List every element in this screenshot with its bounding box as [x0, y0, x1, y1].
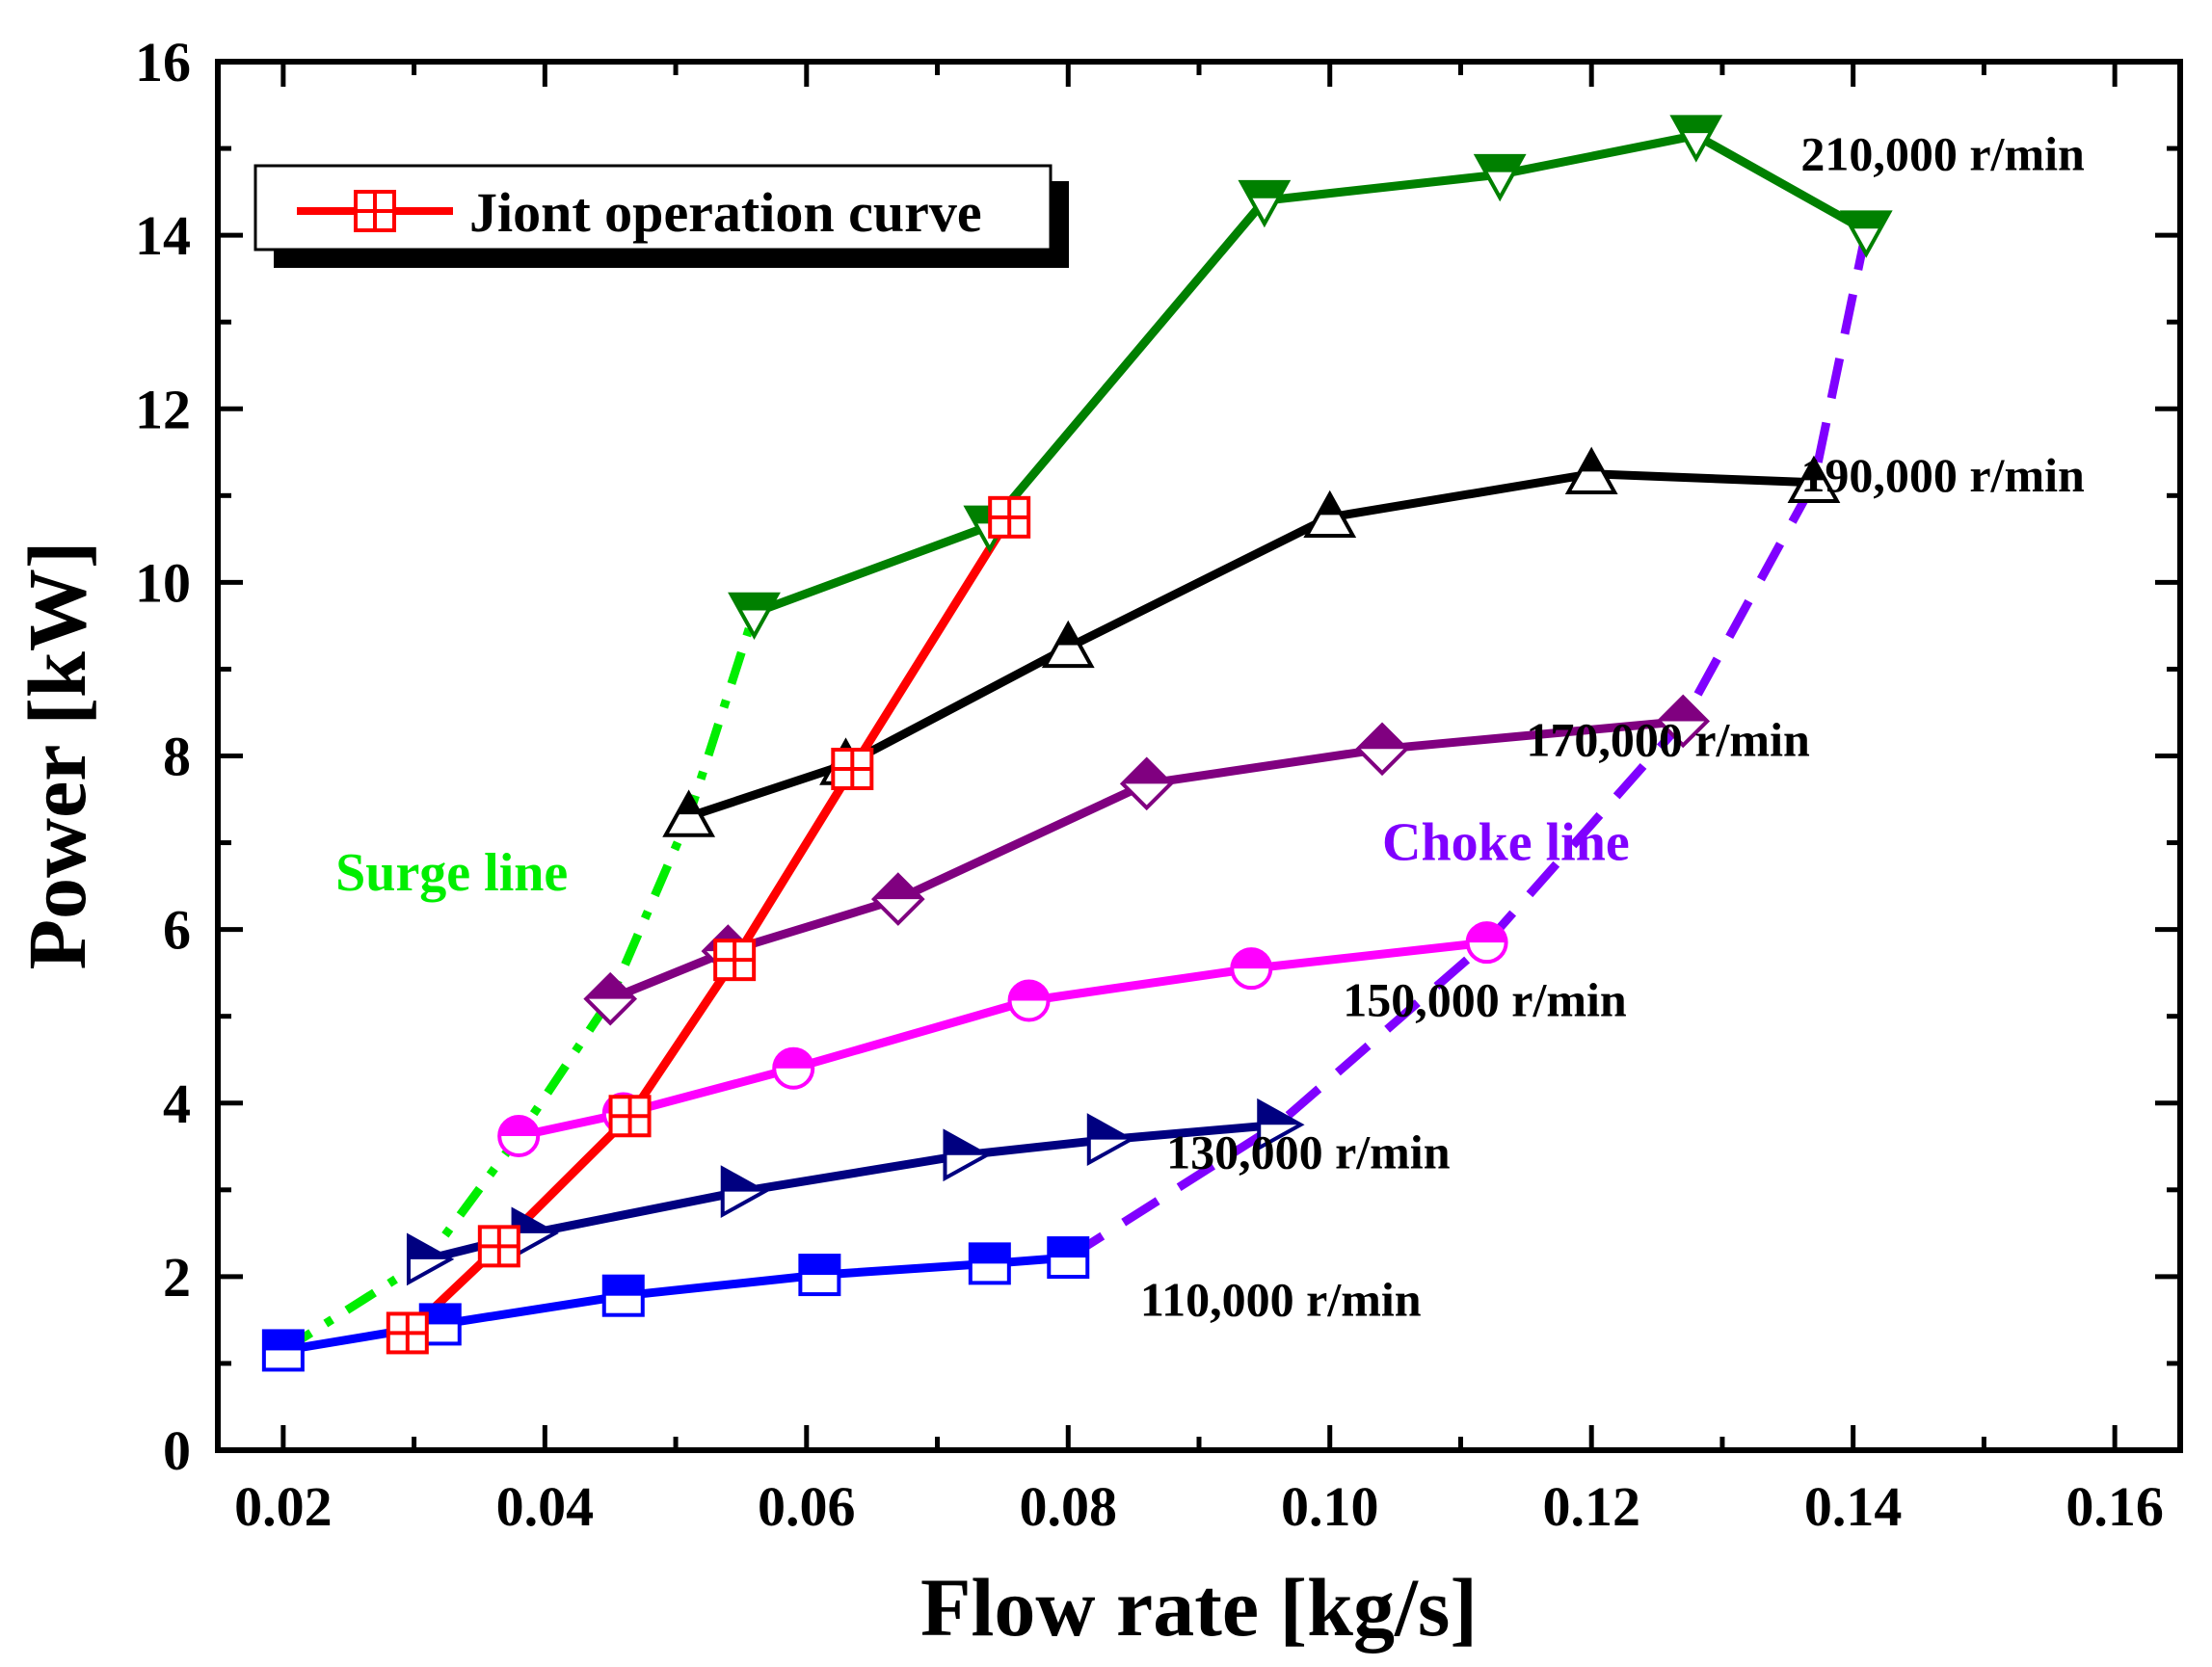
y-tick-label: 8 [163, 726, 191, 788]
series-markers [261, 115, 1893, 1372]
x-tick-label: 0.08 [1020, 1475, 1118, 1538]
legend-marker-symbol [354, 190, 396, 232]
annotation-110-000-r-min: 110,000 r/min [1140, 1272, 1422, 1326]
x-tick-label: 0.16 [2065, 1475, 2164, 1538]
x-tick-label: 0.10 [1281, 1475, 1379, 1538]
data-point-170-000-r-min [1355, 722, 1409, 777]
data-point-130-000-r-min [1086, 1113, 1135, 1166]
annotations: 110,000 r/min 130,000 r/min 150,000 r/min 1… [335, 127, 2085, 1327]
y-tick-label: 12 [135, 378, 191, 440]
data-point-150-000-r-min [1465, 921, 1508, 965]
series-line-choke-line [1065, 229, 1871, 1261]
data-point-jiont-operation-curve [608, 1095, 652, 1138]
x-tick-label: 0.02 [234, 1475, 333, 1538]
series-line-210-000-r-min [752, 131, 1869, 618]
data-point-130-000-r-min [943, 1128, 991, 1182]
data-point-170-000-r-min [1656, 694, 1711, 749]
series-line-170-000-r-min [608, 717, 1684, 1003]
legend-square-plus-marker [354, 190, 396, 232]
data-point-jiont-operation-curve [386, 1311, 429, 1355]
y-tick-label: 10 [135, 551, 191, 614]
data-point-210-000-r-min [728, 592, 781, 641]
y-axis-title: Power [kW] [11, 541, 103, 969]
annotation-choke-line: Choke line [1382, 813, 1630, 873]
data-point-190-000-r-min [662, 789, 716, 837]
data-point-190-000-r-min [1564, 446, 1618, 494]
series-line-surge-line [280, 611, 759, 1355]
data-point-110-000-r-min [601, 1274, 645, 1317]
annotation-surge-line: Surge line [335, 843, 568, 903]
data-point-jiont-operation-curve [988, 495, 1031, 539]
data-point-210-000-r-min [1473, 153, 1527, 202]
x-tick-label: 0.04 [496, 1475, 595, 1538]
annotation-190-000-r-min: 190,000 r/min [1800, 448, 2085, 502]
data-point-jiont-operation-curve [477, 1225, 520, 1268]
tick-labels: 0.02 0.04 0.06 0.08 0.10 0.12 0.14 0.16 0 2 4 6 8 10 1… [135, 31, 2164, 1538]
data-point-190-000-r-min [1787, 455, 1841, 504]
annotation-210-000-r-min: 210,000 r/min [1800, 127, 2085, 181]
data-point-190-000-r-min [1041, 620, 1095, 669]
y-tick-label: 6 [163, 899, 191, 962]
data-point-190-000-r-min [1303, 490, 1357, 539]
data-point-110-000-r-min [1047, 1236, 1090, 1280]
annotation-150-000-r-min: 150,000 r/min [1343, 973, 1627, 1027]
data-point-170-000-r-min [583, 971, 638, 1026]
data-point-150-000-r-min [772, 1046, 815, 1090]
plot-frame [215, 59, 2183, 1453]
data-point-110-000-r-min [798, 1254, 841, 1297]
x-tick-label: 0.14 [1804, 1475, 1903, 1538]
data-point-210-000-r-min [1839, 210, 1893, 258]
series-line-190-000-r-min [687, 469, 1815, 821]
annotation-130-000-r-min: 130,000 r/min [1166, 1125, 1451, 1178]
data-point-110-000-r-min [261, 1329, 305, 1372]
y-tick-label: 4 [163, 1072, 191, 1135]
data-point-150-000-r-min [497, 1114, 541, 1157]
legend-label: Jiont operation curve [469, 181, 982, 244]
data-point-jiont-operation-curve [831, 748, 874, 791]
data-point-150-000-r-min [1007, 979, 1051, 1022]
y-tick-label: 2 [163, 1246, 191, 1309]
y-tick-label: 14 [135, 204, 191, 267]
data-point-130-000-r-min [406, 1232, 455, 1286]
x-tick-label: 0.06 [758, 1475, 856, 1538]
data-point-210-000-r-min [1238, 179, 1292, 228]
data-point-170-000-r-min [1119, 756, 1174, 811]
legend: Jiont operation curve [253, 164, 1069, 268]
data-point-130-000-r-min [1257, 1098, 1305, 1151]
data-point-170-000-r-min [870, 872, 925, 926]
data-point-210-000-r-min [1669, 115, 1723, 163]
data-point-150-000-r-min [1230, 947, 1273, 991]
data-point-110-000-r-min [968, 1242, 1011, 1285]
y-tick-label: 16 [135, 31, 191, 93]
x-axis-title: Flow rate [kg/s] [920, 1561, 1478, 1654]
data-point-jiont-operation-curve [713, 939, 757, 982]
annotation-170-000-r-min: 170,000 r/min [1526, 713, 1810, 767]
y-tick-label: 0 [163, 1419, 191, 1482]
data-point-130-000-r-min [720, 1165, 769, 1219]
x-tick-label: 0.12 [1542, 1475, 1640, 1538]
